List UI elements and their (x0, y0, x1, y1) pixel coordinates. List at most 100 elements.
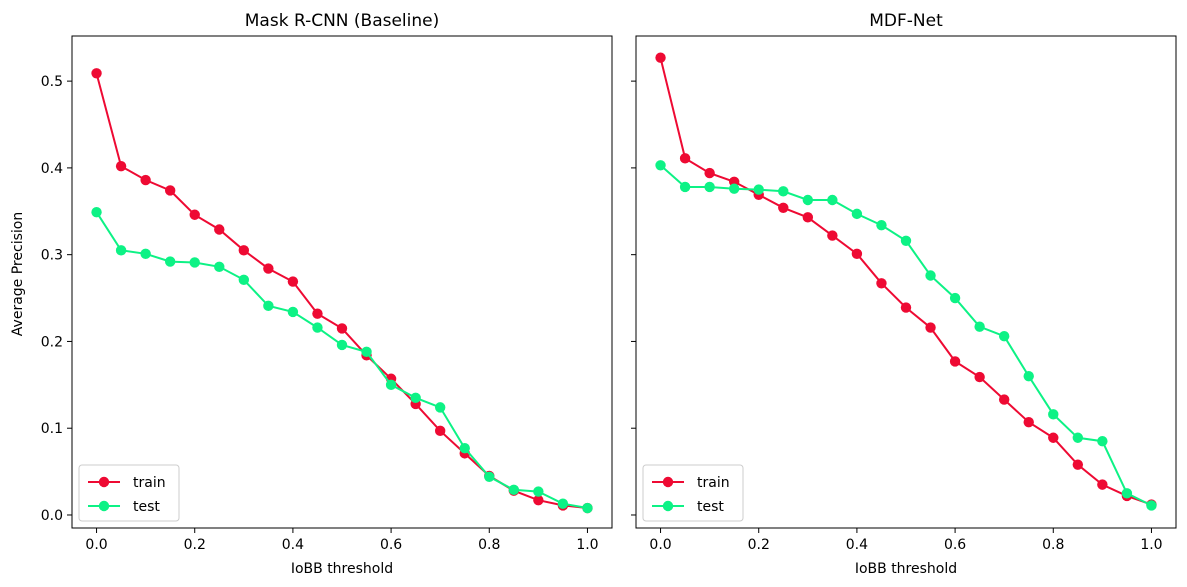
data-point-train (704, 167, 715, 179)
data-point-test (1048, 409, 1059, 420)
chart-panel-mdf-net: MDF-Net IoBB threshold 0.0 0.2 0.4 0.6 0.8 1.… (631, 11, 1177, 577)
data-point-train (679, 153, 691, 164)
data-point-test (925, 270, 936, 281)
data-point-train (1048, 432, 1059, 443)
data-point-train (164, 185, 176, 196)
data-point-test (728, 183, 740, 194)
data-point-train (1023, 416, 1034, 428)
x-tick-label: 0.8 (1042, 537, 1064, 553)
y-tick-label: 0.0 (41, 508, 63, 524)
data-point-test (361, 346, 372, 358)
chart-title: Mask R-CNN (Baseline) (245, 11, 440, 31)
data-point-train (925, 322, 936, 333)
x-axis-label: IoBB threshold (291, 561, 393, 577)
data-point-train (533, 495, 544, 506)
data-point-train (778, 202, 789, 214)
x-tick-label: 0.0 (85, 537, 107, 553)
data-point-test (827, 194, 838, 206)
legend (78, 464, 180, 522)
data-point-test (974, 321, 985, 332)
data-point-test (434, 402, 446, 413)
legend (642, 464, 744, 522)
data-point-test (410, 392, 421, 404)
data-point-test (459, 442, 470, 454)
data-point-test (238, 274, 250, 286)
data-point-train (876, 278, 887, 289)
data-point-test (655, 160, 666, 171)
data-point-train (336, 323, 348, 334)
data-point-train (1097, 479, 1108, 490)
y-tick-label: 0.1 (41, 421, 63, 437)
x-tick-label: 0.8 (478, 537, 500, 553)
data-point-train (827, 230, 838, 241)
x-tick-label: 1.0 (576, 537, 598, 553)
data-point-test (287, 306, 299, 318)
data-point-test (949, 292, 961, 304)
x-tick-label: 0.6 (944, 537, 966, 553)
data-point-train (312, 308, 323, 319)
data-point-test (115, 245, 127, 256)
legend-marker-test (662, 500, 674, 512)
data-point-train (655, 52, 666, 63)
plot-frame (71, 35, 613, 529)
data-point-test (533, 486, 544, 497)
data-point-train (949, 356, 961, 367)
data-point-test (1121, 488, 1133, 499)
data-point-test (214, 261, 225, 273)
data-point-train (1072, 459, 1084, 470)
series-line-test (659, 164, 1152, 507)
y-axis-label: Average Precision (10, 212, 26, 336)
x-tick-label: 0.0 (649, 537, 671, 553)
legend-marker-test (98, 500, 110, 512)
data-point-test (998, 331, 1010, 342)
data-point-train (115, 160, 127, 172)
data-point-train (900, 302, 912, 313)
data-point-test (312, 322, 323, 333)
data-point-test (582, 502, 593, 514)
y-tick-label: 0.2 (41, 334, 63, 350)
data-point-train (91, 68, 102, 79)
data-point-test (385, 379, 397, 391)
data-point-test (704, 181, 715, 193)
data-point-test (336, 339, 348, 351)
data-point-train (974, 371, 985, 383)
x-tick-label: 0.4 (282, 537, 304, 553)
legend-label-train: train (133, 475, 166, 491)
data-point-train (189, 209, 200, 220)
data-point-train (998, 394, 1010, 405)
data-point-test (484, 471, 495, 483)
data-point-test (753, 184, 764, 195)
data-point-test (1146, 500, 1157, 511)
chart-title: MDF-Net (869, 11, 943, 31)
x-tick-label: 0.2 (184, 537, 206, 553)
y-tick-label: 0.5 (41, 74, 63, 90)
data-point-test (140, 248, 151, 259)
data-point-test (1023, 370, 1034, 382)
x-tick-label: 0.2 (748, 537, 770, 553)
data-point-train (214, 224, 225, 235)
y-tick-label: 0.4 (41, 161, 63, 177)
data-point-train (802, 212, 814, 223)
x-tick-label: 0.4 (846, 537, 868, 553)
legend-label-test: test (697, 499, 724, 515)
data-point-test (778, 186, 789, 197)
data-point-train (238, 245, 250, 256)
data-point-train (434, 425, 446, 437)
data-point-train (851, 248, 863, 259)
data-point-test (91, 206, 102, 218)
data-point-test (876, 219, 887, 231)
data-point-test (1072, 432, 1084, 443)
data-point-train (287, 276, 299, 287)
legend-label-test: test (133, 499, 160, 515)
x-tick-label: 0.6 (380, 537, 402, 553)
data-point-test (557, 498, 569, 509)
data-point-test (802, 194, 814, 206)
legend-marker-train (98, 476, 110, 488)
plot-frame (635, 35, 1177, 529)
data-point-train (263, 263, 274, 274)
data-point-test (1097, 436, 1108, 447)
series-line-train (95, 73, 588, 509)
data-point-test (900, 235, 912, 246)
data-point-test (263, 300, 274, 312)
